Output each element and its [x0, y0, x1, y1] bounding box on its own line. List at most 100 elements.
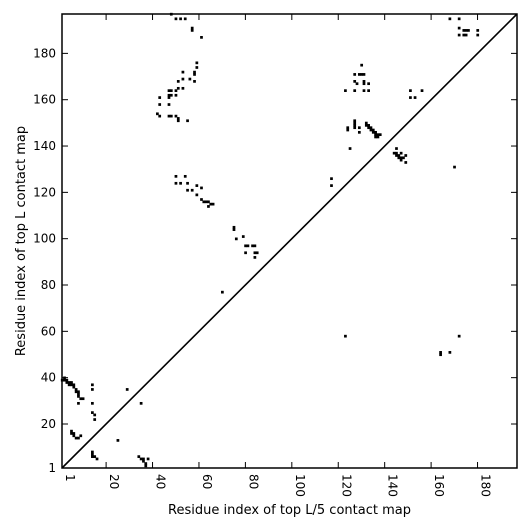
contact-cell: [409, 96, 412, 99]
contact-cell: [72, 383, 76, 387]
contact-cell: [137, 455, 141, 458]
contact-cell: [181, 86, 185, 90]
y-tick-label: 20: [41, 417, 56, 431]
contact-cell: [174, 174, 178, 178]
contact-cell: [65, 378, 69, 382]
contact-cell: [190, 188, 194, 192]
contact-cell: [179, 181, 182, 185]
contact-cell: [246, 244, 250, 248]
contact-cell: [202, 200, 206, 204]
contact-cell: [176, 117, 180, 120]
contact-cell: [353, 121, 357, 125]
contact-cell: [420, 89, 424, 92]
contact-cell: [156, 112, 159, 116]
contact-cell: [371, 130, 375, 134]
contact-cell: [91, 388, 94, 391]
plot-frame: [61, 13, 518, 469]
contact-cell: [211, 202, 215, 206]
contact-cell: [360, 63, 364, 67]
x-tick-label: 160: [432, 474, 446, 497]
contact-cell: [74, 390, 78, 394]
x-tick-label: 180: [479, 474, 493, 497]
contact-cell: [95, 457, 99, 461]
contact-cell: [462, 29, 466, 32]
contact-cell: [346, 126, 350, 130]
contact-cell: [439, 351, 442, 354]
contact-cell: [374, 135, 377, 139]
contact-cell: [176, 86, 180, 90]
y-tick-label: 160: [33, 93, 56, 107]
contact-cell: [181, 70, 185, 74]
contact-cell: [369, 126, 373, 130]
contact-cell: [116, 439, 120, 442]
contact-cell: [439, 353, 442, 357]
contact-cell: [364, 121, 368, 125]
contact-cell: [91, 411, 94, 414]
contact-cell: [399, 158, 403, 162]
contact-cell: [255, 251, 259, 255]
contact-cell: [413, 96, 417, 99]
contact-cell: [362, 89, 366, 92]
x-tick-label: 80: [246, 474, 260, 489]
contact-cell: [74, 436, 78, 440]
contact-cell: [453, 165, 456, 169]
contact-cell: [200, 198, 203, 201]
contact-cell: [397, 154, 401, 157]
contact-cell: [91, 455, 94, 458]
contact-cell: [404, 154, 408, 157]
contact-cell: [67, 383, 71, 387]
contact-cell: [72, 432, 76, 435]
contact-cell: [457, 26, 461, 30]
contact-cell: [371, 128, 375, 132]
contact-cell: [70, 429, 73, 433]
contact-cell: [158, 103, 162, 106]
contact-cell: [448, 351, 452, 354]
x-tick-label: 60: [200, 474, 214, 489]
contact-cell: [464, 33, 468, 37]
contact-cell: [355, 82, 359, 86]
contact-cell: [200, 186, 203, 190]
contact-cell: [195, 66, 199, 69]
contact-cell: [357, 130, 361, 134]
contact-cell: [186, 181, 189, 185]
contact-cell: [448, 17, 452, 21]
lower-triangle-contacts: [60, 290, 461, 468]
contact-cell: [169, 93, 173, 97]
contact-cell: [399, 156, 403, 160]
contact-cell: [476, 29, 480, 32]
contact-cell: [70, 381, 73, 384]
contact-cell: [353, 89, 357, 92]
contact-cell: [81, 397, 85, 401]
contact-cell: [72, 385, 76, 389]
x-tick-label: 100: [293, 474, 307, 497]
contact-cell: [169, 114, 173, 118]
contact-cell: [190, 29, 194, 32]
contact-cell: [462, 33, 466, 37]
contact-cell: [362, 73, 366, 76]
contact-cell: [244, 251, 247, 255]
contact-cell: [253, 251, 257, 255]
contact-cell: [402, 156, 405, 160]
contact-cell: [174, 181, 178, 185]
contact-cell: [144, 464, 148, 468]
contact-cell: [70, 383, 73, 387]
contact-cell: [144, 462, 148, 465]
contact-cell: [183, 174, 187, 178]
contact-cell: [467, 29, 470, 32]
contact-cell: [457, 334, 461, 338]
contact-cell: [169, 89, 173, 92]
contact-cell: [195, 184, 199, 187]
contact-cell: [193, 73, 196, 76]
contact-cell: [77, 395, 80, 398]
y-tick-label: 60: [41, 324, 56, 338]
contact-cell: [93, 455, 97, 458]
contact-cell: [174, 114, 178, 118]
contact-cell: [353, 73, 357, 76]
contact-cell: [186, 119, 189, 123]
y-tick-label: 140: [33, 139, 56, 153]
contact-cell: [362, 82, 366, 86]
contact-cell: [344, 334, 347, 338]
contact-cell: [378, 133, 382, 137]
y-tick-label: 1: [48, 461, 56, 475]
